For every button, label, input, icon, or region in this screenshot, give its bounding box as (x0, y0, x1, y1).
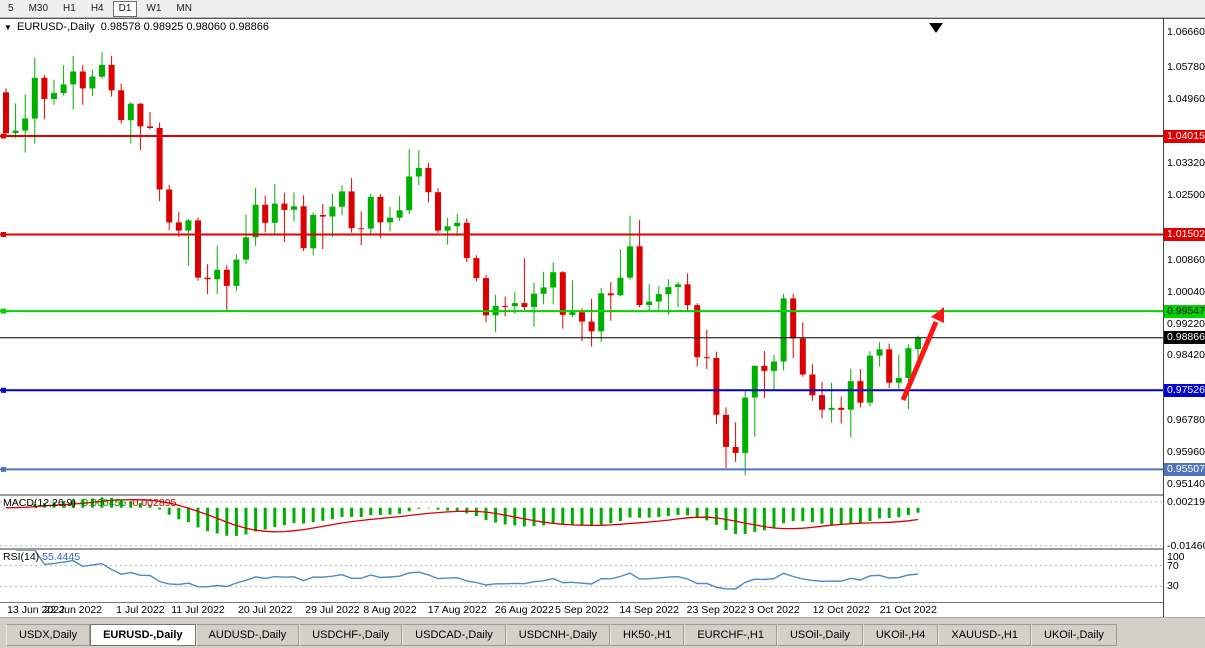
ohlc-low: 0.98060 (186, 21, 227, 33)
symbol-tab-ukoildaily[interactable]: UKOil-,Daily (1031, 624, 1117, 646)
symbol-tab-usoildaily[interactable]: USOil-,Daily (776, 624, 863, 646)
symbol-tab-eurusddaily[interactable]: EURUSD-,Daily (90, 624, 196, 646)
pane-separator[interactable] (0, 494, 1205, 496)
arrow-annotation[interactable] (900, 307, 944, 401)
price-tick-label: 1.06660 (1167, 26, 1205, 39)
hline-0.97526[interactable] (0, 387, 1163, 393)
macd-name: MACD(12,26,9) (3, 497, 76, 509)
date-tick-label: 8 Aug 2022 (363, 604, 417, 616)
price-level-badge-1.04015: 1.04015 (1164, 129, 1205, 143)
date-tick-label: 21 Oct 2022 (879, 604, 937, 616)
date-tick-label: 23 Sep 2022 (686, 604, 747, 616)
price-level-badge-1.01502: 1.01502 (1164, 228, 1205, 241)
macd-main-value: -0.000456 (78, 497, 127, 509)
price-tick-label: 1.00860 (1167, 253, 1205, 266)
date-tick-label: 3 Oct 2022 (748, 604, 800, 616)
symbol-tab-usdcnhdaily[interactable]: USDCNH-,Daily (505, 624, 611, 646)
rsi-canvas[interactable] (0, 550, 1163, 602)
timeframe-button-m30[interactable]: M30 (28, 2, 49, 14)
macd-canvas[interactable] (0, 496, 1163, 548)
hline-0.95507[interactable] (0, 466, 1163, 472)
price-level-badge-0.99547: 0.99547 (1164, 304, 1205, 318)
timeframe-button-h1[interactable]: H1 (63, 2, 76, 14)
price-tick-label: 1.04960 (1167, 93, 1205, 105)
price-tick-label: 1.03320 (1167, 157, 1205, 170)
price-axis[interactable]: 1.06660 1.05780 1.04960 1.03320 1.02500 1.008… (1163, 19, 1205, 618)
candles (3, 52, 921, 476)
price-chart-pane[interactable]: ▼ EURUSD-,Daily 0.98578 0.98925 0.98060 … (0, 19, 1163, 494)
macd-scale-label: 0.00219 (1167, 496, 1205, 508)
timeframe-button-w1[interactable]: W1 (146, 2, 162, 14)
price-level-badge-0.97526: 0.97526 (1164, 383, 1205, 397)
bar-shift-marker-icon (929, 23, 943, 33)
price-tick-label: 0.95960 (1167, 445, 1205, 458)
date-tick-label: 17 Aug 2022 (427, 604, 487, 616)
rsi-name: RSI(14) (3, 551, 40, 563)
price-tick-label: 0.95140 (1167, 477, 1205, 490)
price-chart-canvas[interactable] (0, 19, 1163, 494)
rsi-scale-label: 100 (1167, 551, 1185, 563)
macd-signal-value: -0.002895 (129, 497, 177, 509)
hline-0.99547[interactable] (0, 308, 1163, 314)
timeframe-button-mn[interactable]: MN (176, 2, 192, 14)
rsi-scale-label: 70 (1167, 559, 1179, 572)
macd-indicator-pane[interactable]: MACD(12,26,9) -0.000456 -0.002895 (0, 496, 1163, 548)
timeframe-button-h4[interactable]: H4 (90, 2, 104, 14)
symbol-tab-audusddaily[interactable]: AUDUSD-,Daily (195, 624, 300, 646)
date-tick-label: 22 Jun 2022 (44, 604, 103, 616)
ohlc-close: 0.98866 (229, 21, 269, 33)
date-tick-label: 12 Oct 2022 (812, 604, 870, 616)
date-axis[interactable]: 13 Jun 2022 22 Jun 2022 1 Jul 2022 11 Jul 2… (0, 602, 1163, 618)
macd-signal-line (5, 498, 919, 533)
rsi-scale-label: 30 (1167, 580, 1179, 593)
macd-label: MACD(12,26,9) -0.000456 -0.002895 (3, 497, 176, 509)
symbol-tab-usdxdaily[interactable]: USDX,Daily (6, 624, 91, 646)
price-tick-label: 1.00040 (1167, 285, 1205, 298)
symbol-tab-xauusdh1[interactable]: XAUUSD-,H1 (938, 624, 1031, 646)
rsi-label: RSI(14) 55.4445 (3, 551, 80, 563)
price-tick-label: 0.96780 (1167, 413, 1205, 426)
chart-symbol-label: EURUSD-,Daily (16, 21, 95, 33)
ohlc-high: 0.98925 (143, 21, 184, 33)
chart-area: ▼ EURUSD-,Daily 0.98578 0.98925 0.98060 … (0, 18, 1205, 618)
symbol-tab-bar: USDX,Daily EURUSD-,Daily AUDUSD-,Daily USDC… (0, 617, 1205, 648)
symbol-tab-usdchfdaily[interactable]: USDCHF-,Daily (299, 624, 403, 646)
date-tick-label: 20 Jul 2022 (238, 604, 293, 616)
date-tick-label: 29 Jul 2022 (305, 604, 360, 616)
date-tick-label: 5 Sep 2022 (555, 604, 609, 616)
price-tick-label: 0.99220 (1167, 317, 1205, 330)
macd-histogram (14, 497, 920, 536)
symbol-tab-usdcaddaily[interactable]: USDCAD-,Daily (402, 624, 506, 646)
price-tick-label: 0.98420 (1167, 349, 1205, 362)
price-tick-label: 1.02500 (1167, 189, 1205, 202)
symbol-tab-eurchfh1[interactable]: EURCHF-,H1 (684, 624, 777, 646)
date-tick-label: 11 Jul 2022 (171, 604, 225, 616)
symbol-marker-icon: ▼ (4, 23, 12, 32)
hline-1.01502[interactable] (0, 232, 1163, 237)
rsi-line (15, 550, 919, 590)
price-level-badge-0.95507: 0.95507 (1164, 462, 1205, 476)
date-tick-label: 26 Aug 2022 (494, 604, 554, 616)
rsi-indicator-pane[interactable]: RSI(14) 55.4445 (0, 550, 1163, 602)
date-tick-label: 13 Jun 2022 (7, 604, 65, 616)
macd-scale-label: -0.01460 (1167, 539, 1205, 552)
symbol-tab-hk50h1[interactable]: HK50-,H1 (610, 624, 685, 646)
pane-separator[interactable] (0, 548, 1205, 550)
timeframe-button-5[interactable]: 5 (8, 2, 14, 14)
price-level-badge-0.98866: 0.98866 (1164, 331, 1205, 345)
ohlc-open: 0.98578 (100, 21, 141, 33)
date-tick-label: 14 Sep 2022 (619, 604, 679, 616)
date-tick-label: 1 Jul 2022 (116, 604, 165, 616)
symbol-tab-ukoilh4[interactable]: UKOil-,H4 (862, 624, 939, 646)
timeframe-button-d1[interactable]: D1 (112, 0, 138, 17)
rsi-value: 55.4445 (42, 551, 81, 563)
hline-1.04015[interactable] (0, 133, 1163, 139)
timeframe-toolbar: 5 M30 H1 H4 D1 W1 MN (0, 0, 1205, 18)
chart-header: ▼ EURUSD-,Daily 0.98578 0.98925 0.98060 … (4, 21, 269, 33)
price-tick-label: 1.05780 (1167, 60, 1205, 73)
